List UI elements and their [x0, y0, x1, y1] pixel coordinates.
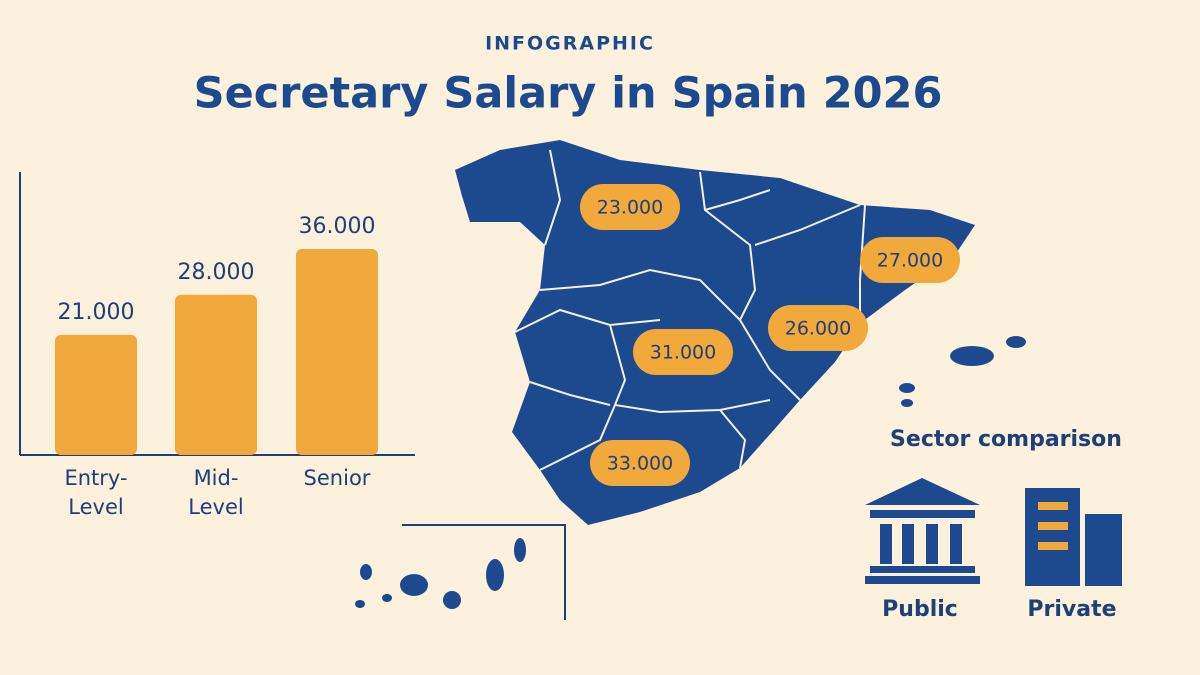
region-pill [580, 184, 680, 230]
region-pill [590, 440, 690, 486]
region-salary: 27.000 [877, 250, 943, 272]
spain-map [355, 140, 1026, 620]
inset-frame [402, 524, 566, 620]
bar [296, 249, 378, 455]
title: Secretary Salary in Spain 2026 [194, 69, 943, 119]
island [950, 346, 994, 366]
region-salary: 31.000 [650, 342, 716, 364]
sector-label: Private [1027, 597, 1116, 622]
bar [55, 334, 137, 455]
public-icon [865, 478, 980, 584]
region-pill [633, 329, 733, 375]
region-borders [514, 149, 866, 471]
private-icon [1025, 488, 1122, 586]
value-label: 21.000 [58, 300, 135, 325]
region-pill [860, 237, 960, 283]
category-label: Mid-Level [188, 466, 244, 519]
kicker: INFOGRAPHIC [485, 33, 655, 55]
region-salary: 33.000 [607, 453, 673, 475]
category-label: Entry-Level [64, 466, 128, 519]
region-salary: 26.000 [785, 318, 851, 340]
region-pill [768, 305, 868, 351]
sector-label: Public [882, 597, 958, 622]
island [1006, 336, 1026, 348]
sector-title: Sector comparison [890, 427, 1122, 452]
value-label: 28.000 [178, 260, 255, 285]
island [899, 383, 915, 393]
region-salary: 23.000 [597, 197, 663, 219]
value-label: 36.000 [299, 214, 376, 239]
bar [175, 294, 257, 455]
island [901, 399, 913, 407]
canary-islands [355, 538, 526, 609]
category-label: Senior [303, 466, 371, 490]
